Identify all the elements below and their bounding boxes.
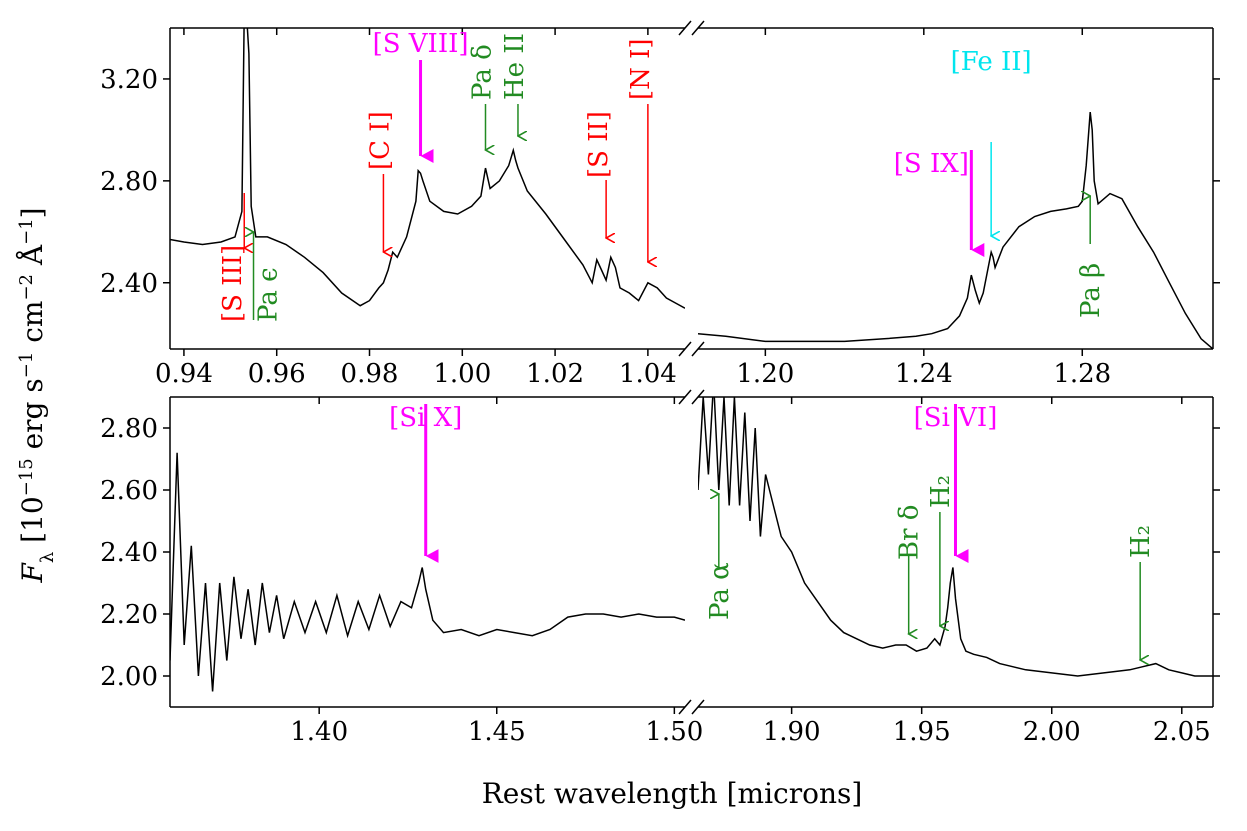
x-tick-label: 1.50: [645, 717, 703, 747]
y-tick-label: 2.80: [100, 167, 158, 197]
line-marker: H₂: [1126, 525, 1156, 660]
y-tick-label: 3.20: [100, 65, 158, 95]
line-marker: Pa β: [1076, 196, 1106, 318]
y-tick-label: 2.40: [100, 269, 158, 299]
x-tick-label: 2.00: [1023, 717, 1081, 747]
line-label: [N I]: [626, 38, 656, 100]
panel-top-left: 0.94 0.96 0.98 1.00 1.02 1.04 2.40 2.80 3.20 [S I…: [100, 20, 692, 389]
x-axis-title: Rest wavelength [microns]: [482, 777, 863, 810]
spectrum-line: [170, 28, 685, 309]
axis-break-mark: [691, 389, 705, 405]
panels-layer: 0.94 0.96 0.98 1.00 1.02 1.04 2.40 2.80 3.20 [S I…: [100, 20, 1220, 747]
axis-break-mark: [678, 20, 692, 36]
line-marker: Pa ϵ: [254, 232, 284, 322]
line-label: [S IX]: [894, 149, 969, 179]
line-label: H₂: [1126, 525, 1156, 558]
y-tick-label: 2.00: [100, 662, 158, 692]
line-marker: [Si VI]: [914, 403, 998, 563]
x-tick-label: 1.02: [526, 359, 584, 389]
line-label: Pa δ: [467, 44, 497, 100]
axis-break-mark: [678, 341, 692, 357]
y-tick-label: 2.80: [100, 414, 158, 444]
line-marker: He II: [500, 33, 530, 136]
line-marker: [S III]: [218, 193, 248, 322]
x-tick-label: 1.90: [763, 717, 821, 747]
y-tick-label: 2.60: [100, 476, 158, 506]
line-marker: [N I]: [626, 38, 656, 262]
x-tick-label: 1.04: [619, 359, 677, 389]
line-marker: [S II]: [584, 111, 614, 238]
x-tick-label: 1.24: [895, 359, 953, 389]
line-marker: [C I]: [365, 111, 395, 252]
line-label: H₂: [926, 475, 956, 508]
spectrum-line: [170, 452, 685, 692]
panel-bottom-left: 1.40 1.45 1.50 2.00 2.20 2.40 2.60 2.80 [Si X]: [100, 389, 703, 747]
line-marker: [S IX]: [894, 149, 985, 257]
line-label: He II: [500, 33, 530, 100]
x-tick-label: 1.45: [468, 717, 526, 747]
line-marker: [Si X]: [389, 403, 462, 563]
line-label: [S VIII]: [373, 29, 469, 59]
x-tick-label: 1.40: [290, 717, 348, 747]
x-tick-label: 1.28: [1053, 359, 1111, 389]
x-tick-label: 0.96: [248, 359, 306, 389]
axis-break-mark: [691, 20, 705, 36]
x-tick-label: 0.98: [341, 359, 399, 389]
x-tick-label: 1.20: [736, 359, 794, 389]
x-tick-label: 2.05: [1153, 717, 1211, 747]
line-label: Br δ: [895, 505, 925, 560]
spectrum-line: [698, 112, 1213, 349]
line-label: [C I]: [365, 111, 395, 170]
line-label: Pa ϵ: [254, 267, 284, 322]
axis-break-mark: [691, 699, 705, 715]
axis-break-mark: [691, 341, 705, 357]
line-marker: Br δ: [895, 505, 925, 634]
line-label: [S II]: [584, 111, 614, 178]
line-marker: Pa α: [705, 494, 735, 620]
axes-frame: [169, 27, 685, 350]
spectrum-line: [698, 397, 1213, 677]
x-tick-label: 1.95: [893, 717, 951, 747]
panel-top-right: 1.20 1.24 1.28 [S IX] [Fe II] Pa β: [691, 20, 1220, 389]
line-label: [Fe II]: [951, 47, 1032, 77]
axis-break-mark: [678, 699, 692, 715]
y-tick-label: 2.20: [100, 600, 158, 630]
axes-frame: [698, 27, 1214, 350]
x-tick-label: 1.00: [433, 359, 491, 389]
line-marker: [Fe II]: [951, 47, 1032, 236]
line-label: [Si VI]: [914, 403, 998, 433]
axis-break-mark: [678, 389, 692, 405]
x-tick-label: 0.94: [155, 359, 213, 389]
line-label: Pa α: [705, 562, 735, 620]
y-axis-title: Fλ [10−15 erg s−1 cm−2 Å−1]: [16, 207, 58, 583]
line-marker: H₂: [926, 475, 956, 626]
axes-frame: [169, 396, 685, 708]
line-label: [Si X]: [389, 403, 462, 433]
line-marker: Pa δ: [467, 44, 497, 150]
line-label: Pa β: [1076, 263, 1106, 318]
y-tick-label: 2.40: [100, 538, 158, 568]
line-label: [S III]: [218, 245, 248, 322]
line-marker: [S VIII]: [373, 29, 469, 163]
